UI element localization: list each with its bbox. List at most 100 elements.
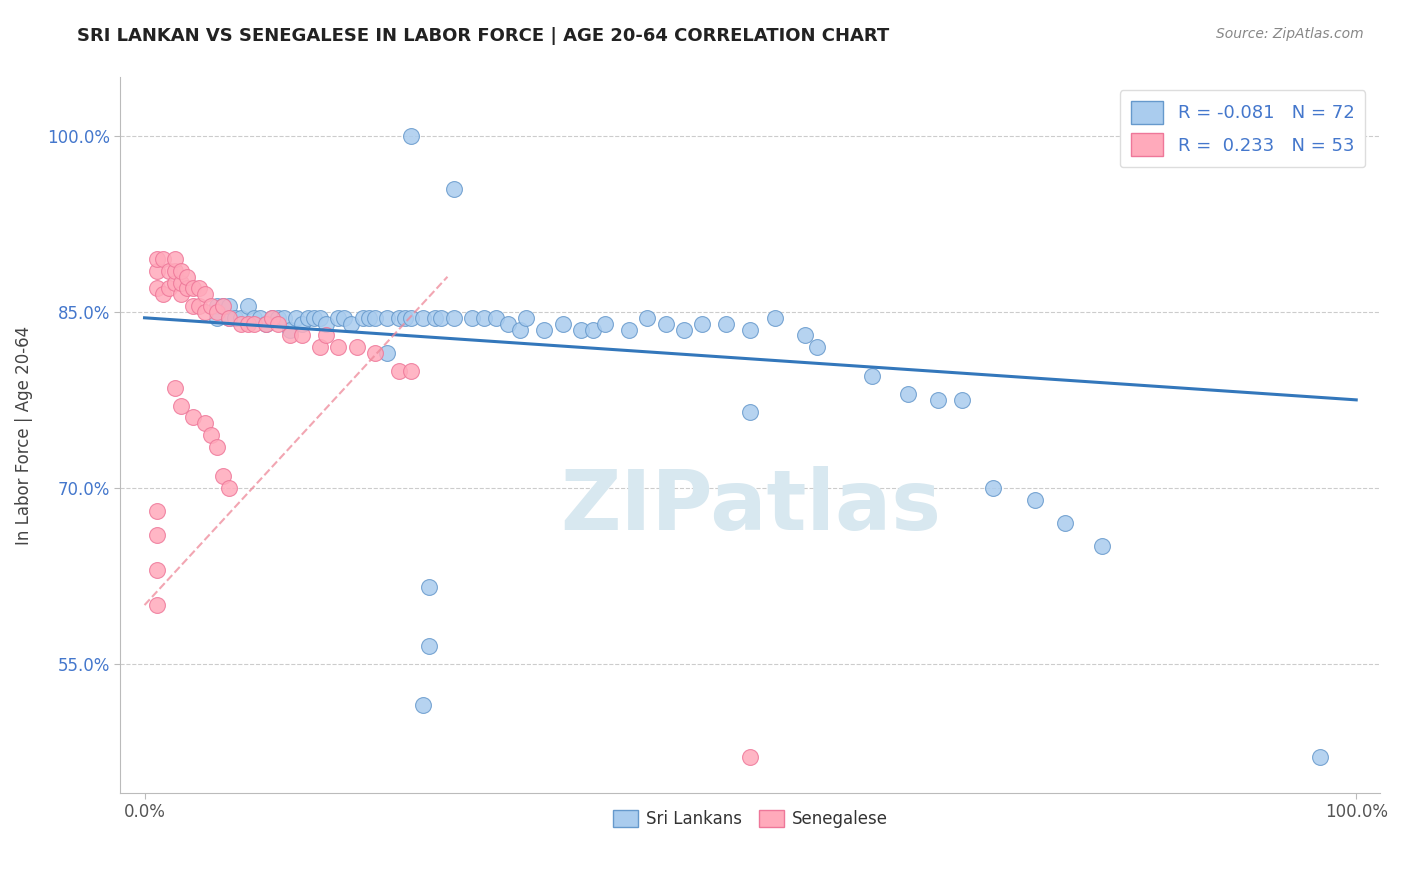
Point — [242, 317, 264, 331]
Point — [1091, 540, 1114, 554]
Point — [218, 310, 240, 325]
Point — [163, 252, 186, 267]
Point — [399, 363, 422, 377]
Point — [806, 340, 828, 354]
Point — [1024, 492, 1046, 507]
Point — [569, 322, 592, 336]
Point — [188, 299, 211, 313]
Point — [176, 281, 198, 295]
Point — [231, 317, 253, 331]
Point — [509, 322, 531, 336]
Point — [194, 305, 217, 319]
Point — [267, 317, 290, 331]
Point — [352, 310, 374, 325]
Point — [218, 299, 240, 313]
Point — [285, 310, 308, 325]
Point — [249, 310, 271, 325]
Point — [291, 328, 314, 343]
Point — [443, 182, 465, 196]
Legend: Sri Lankans, Senegalese: Sri Lankans, Senegalese — [606, 803, 894, 834]
Point — [278, 328, 301, 343]
Point — [236, 299, 259, 313]
Point — [582, 322, 605, 336]
Point — [212, 299, 235, 313]
Point — [328, 310, 350, 325]
Point — [145, 281, 167, 295]
Text: SRI LANKAN VS SENEGALESE IN LABOR FORCE | AGE 20-64 CORRELATION CHART: SRI LANKAN VS SENEGALESE IN LABOR FORCE … — [77, 27, 890, 45]
Point — [412, 310, 434, 325]
Point — [496, 317, 519, 331]
Point — [170, 264, 193, 278]
Point — [302, 310, 325, 325]
Point — [145, 598, 167, 612]
Point — [260, 310, 283, 325]
Point — [460, 310, 482, 325]
Point — [145, 264, 167, 278]
Point — [443, 310, 465, 325]
Point — [170, 399, 193, 413]
Point — [619, 322, 641, 336]
Point — [315, 328, 337, 343]
Point — [412, 698, 434, 712]
Point — [672, 322, 695, 336]
Point — [740, 750, 762, 764]
Point — [181, 281, 204, 295]
Point — [399, 129, 422, 144]
Point — [927, 392, 949, 407]
Point — [593, 317, 616, 331]
Text: Source: ZipAtlas.com: Source: ZipAtlas.com — [1216, 27, 1364, 41]
Point — [897, 387, 920, 401]
Point — [399, 310, 422, 325]
Point — [176, 269, 198, 284]
Point — [981, 481, 1004, 495]
Y-axis label: In Labor Force | Age 20-64: In Labor Force | Age 20-64 — [15, 326, 32, 545]
Point — [291, 317, 314, 331]
Point — [328, 340, 350, 354]
Point — [690, 317, 713, 331]
Point — [364, 310, 387, 325]
Point — [297, 310, 319, 325]
Point — [212, 469, 235, 483]
Point — [418, 639, 440, 653]
Point — [194, 287, 217, 301]
Point — [163, 264, 186, 278]
Point — [740, 404, 762, 418]
Point — [375, 310, 398, 325]
Point — [200, 428, 222, 442]
Text: ZIPatlas: ZIPatlas — [560, 466, 941, 547]
Point — [145, 504, 167, 518]
Point — [181, 410, 204, 425]
Point — [375, 346, 398, 360]
Point — [236, 317, 259, 331]
Point — [763, 310, 786, 325]
Point — [207, 299, 229, 313]
Point — [163, 276, 186, 290]
Point — [254, 317, 277, 331]
Point — [1309, 750, 1331, 764]
Point — [212, 299, 235, 313]
Point — [152, 252, 174, 267]
Point — [333, 310, 356, 325]
Point — [394, 310, 416, 325]
Point — [200, 299, 222, 313]
Point — [170, 287, 193, 301]
Point — [388, 310, 411, 325]
Point — [231, 310, 253, 325]
Point — [1054, 516, 1077, 530]
Point — [388, 363, 411, 377]
Point — [346, 340, 368, 354]
Point — [533, 322, 555, 336]
Point — [339, 317, 361, 331]
Point — [188, 281, 211, 295]
Point — [315, 317, 337, 331]
Point — [207, 305, 229, 319]
Point — [260, 310, 283, 325]
Point — [278, 322, 301, 336]
Point — [636, 310, 658, 325]
Point — [425, 310, 447, 325]
Point — [364, 346, 387, 360]
Point — [472, 310, 495, 325]
Point — [254, 317, 277, 331]
Point — [860, 369, 883, 384]
Point — [485, 310, 508, 325]
